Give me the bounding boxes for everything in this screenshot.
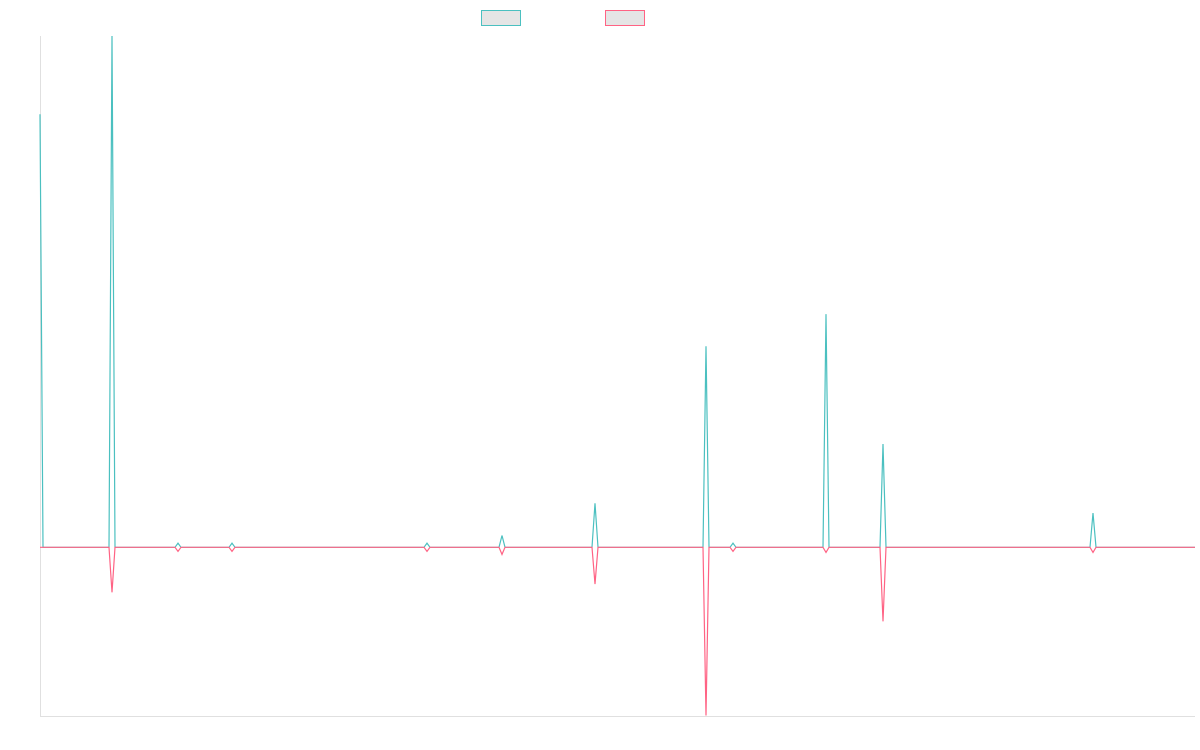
- series-line-1: [40, 546, 1195, 716]
- series-line-0: [39, 35, 1195, 548]
- legend-swatch-0[interactable]: [481, 10, 521, 26]
- series-group: [39, 35, 1195, 716]
- legend-swatch-1[interactable]: [605, 10, 645, 26]
- legend: [481, 10, 645, 26]
